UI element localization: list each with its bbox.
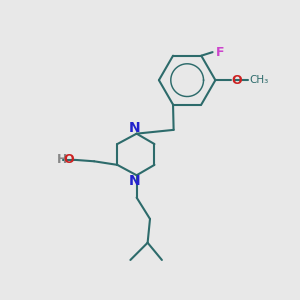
Text: N: N (129, 121, 141, 135)
Text: CH₃: CH₃ (249, 75, 268, 85)
Text: H: H (57, 153, 67, 166)
Text: N: N (129, 174, 141, 188)
Text: O: O (63, 153, 74, 166)
Text: F: F (215, 46, 224, 59)
Text: O: O (231, 74, 242, 87)
